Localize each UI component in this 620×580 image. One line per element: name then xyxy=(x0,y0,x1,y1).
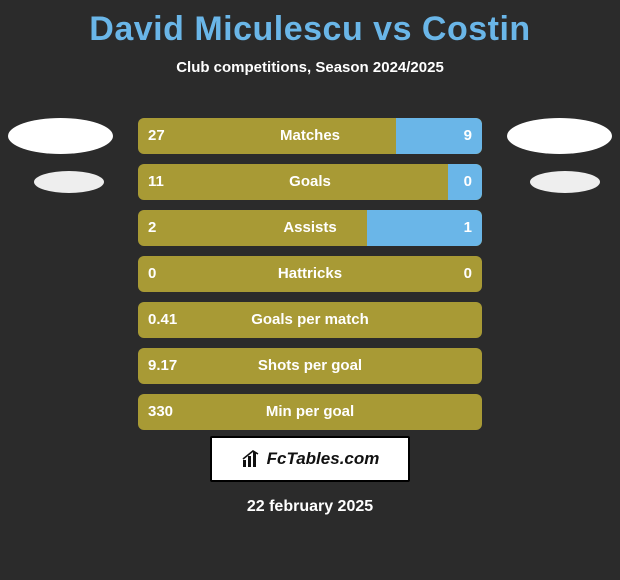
stat-row: 0.41Goals per match xyxy=(0,302,620,338)
stat-value-right: 9 xyxy=(454,118,482,154)
player-right-flag-icon xyxy=(530,171,600,193)
stat-bar-track xyxy=(138,164,482,200)
stat-row: 330Min per goal xyxy=(0,394,620,430)
player-right-flag-icon xyxy=(507,118,612,154)
page-subtitle: Club competitions, Season 2024/2025 xyxy=(0,59,620,76)
stat-value-left: 330 xyxy=(138,394,183,430)
stat-bar-track xyxy=(138,210,482,246)
stat-bar-track xyxy=(138,256,482,292)
stat-value-right xyxy=(462,302,482,338)
stat-bar-track xyxy=(138,118,482,154)
comparison-card: David Miculescu vs Costin Club competiti… xyxy=(0,0,620,580)
stat-row: 21Assists xyxy=(0,210,620,246)
stat-value-right xyxy=(462,348,482,384)
player-left-flag-icon xyxy=(8,118,113,154)
stat-row: 9.17Shots per goal xyxy=(0,348,620,384)
source-badge-text: FcTables.com xyxy=(267,449,380,469)
stat-value-left: 11 xyxy=(138,164,174,200)
stat-value-right xyxy=(462,394,482,430)
stat-value-left: 0.41 xyxy=(138,302,187,338)
stat-value-right: 0 xyxy=(454,164,482,200)
stat-bar-track xyxy=(138,302,482,338)
page-title: David Miculescu vs Costin xyxy=(0,0,620,49)
footer-date: 22 february 2025 xyxy=(0,498,620,516)
source-badge[interactable]: FcTables.com xyxy=(210,436,410,482)
stat-value-right: 1 xyxy=(454,210,482,246)
stat-value-right: 0 xyxy=(454,256,482,292)
stat-row: 110Goals xyxy=(0,164,620,200)
stat-bar-track xyxy=(138,348,482,384)
stat-rows: 279Matches110Goals21Assists00Hattricks0.… xyxy=(0,118,620,440)
player-left-flag-icon xyxy=(34,171,104,193)
stat-row: 279Matches xyxy=(0,118,620,154)
chart-icon xyxy=(241,449,261,469)
stat-value-left: 2 xyxy=(138,210,166,246)
stat-value-left: 0 xyxy=(138,256,166,292)
stat-row: 00Hattricks xyxy=(0,256,620,292)
stat-bar-track xyxy=(138,394,482,430)
stat-value-left: 27 xyxy=(138,118,175,154)
stat-value-left: 9.17 xyxy=(138,348,187,384)
